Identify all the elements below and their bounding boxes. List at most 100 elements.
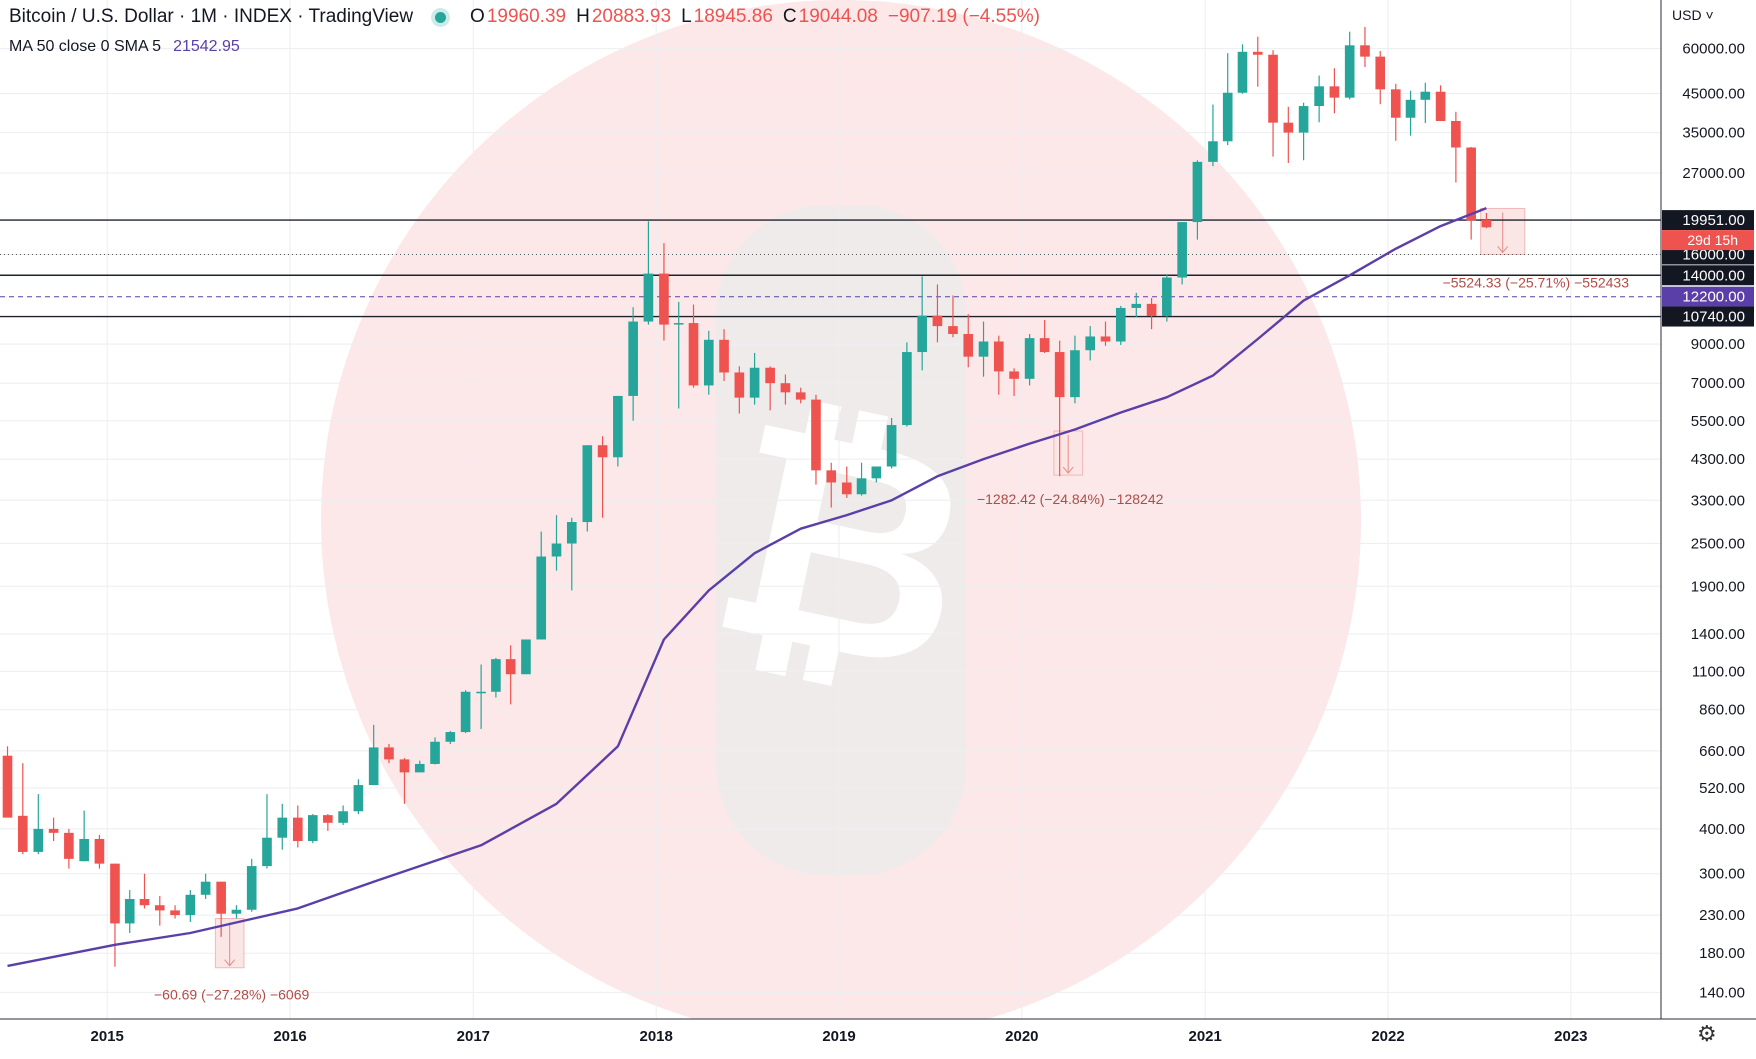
candle[interactable] [384, 743, 394, 764]
candle[interactable] [368, 724, 379, 786]
candle[interactable] [308, 814, 318, 844]
candle[interactable] [643, 221, 654, 325]
candle[interactable] [536, 531, 547, 640]
candle[interactable] [765, 366, 775, 411]
candle[interactable] [1298, 102, 1309, 161]
candle[interactable] [902, 342, 912, 427]
candle[interactable] [476, 664, 486, 729]
candle[interactable] [353, 779, 364, 815]
candle[interactable] [993, 335, 1004, 395]
candle[interactable] [505, 645, 516, 705]
price-level-badge[interactable] [1662, 306, 1754, 327]
candle[interactable] [1390, 83, 1401, 141]
candle[interactable] [1451, 111, 1461, 183]
candle[interactable] [1162, 274, 1172, 322]
candle[interactable] [1268, 50, 1278, 157]
candle[interactable] [1131, 292, 1142, 318]
candle[interactable] [33, 794, 44, 855]
candle[interactable] [110, 863, 120, 967]
price-level-badge[interactable] [1662, 265, 1754, 286]
candle[interactable] [2, 746, 13, 818]
candle[interactable] [399, 758, 410, 804]
symbol-title[interactable]: Bitcoin / U.S. Dollar · 1M · INDEX · Tra… [9, 6, 414, 27]
price-level-badge[interactable] [1662, 286, 1754, 307]
candle[interactable] [1054, 340, 1065, 477]
candle[interactable] [338, 805, 348, 826]
candle[interactable] [1283, 106, 1294, 163]
ma-line[interactable] [7, 206, 1487, 968]
candle[interactable] [48, 817, 59, 842]
candle[interactable] [430, 737, 440, 765]
candle[interactable] [1146, 297, 1157, 330]
candle[interactable] [139, 873, 150, 909]
candle[interactable] [1375, 50, 1386, 105]
candle[interactable] [292, 805, 303, 848]
candle[interactable] [886, 417, 897, 469]
candle[interactable] [719, 329, 729, 381]
candle[interactable] [521, 639, 531, 675]
candle[interactable] [185, 890, 196, 922]
candle[interactable] [1481, 212, 1492, 229]
candle[interactable] [856, 462, 867, 496]
currency-selector[interactable]: USD ˅ [1672, 7, 1714, 23]
candle[interactable] [1208, 104, 1218, 167]
candle[interactable] [94, 834, 105, 869]
candle[interactable] [659, 243, 669, 341]
candle[interactable] [1070, 335, 1080, 404]
candle[interactable] [170, 905, 180, 919]
candle[interactable] [64, 828, 74, 869]
candle[interactable] [1222, 53, 1233, 146]
candle[interactable] [246, 858, 257, 912]
candle[interactable] [1009, 368, 1019, 396]
candle[interactable] [780, 374, 791, 405]
candle[interactable] [628, 307, 638, 421]
candle[interactable] [734, 366, 745, 414]
candle[interactable] [262, 794, 272, 869]
candle[interactable] [1177, 222, 1187, 285]
price-level-badge[interactable] [1662, 210, 1754, 231]
candle[interactable] [749, 352, 760, 405]
candle[interactable] [703, 330, 714, 395]
gear-icon[interactable]: ⚙ [1697, 1021, 1717, 1046]
candle[interactable] [811, 394, 821, 485]
candle[interactable] [277, 803, 288, 850]
candle[interactable] [871, 466, 882, 483]
candle[interactable] [1237, 44, 1248, 94]
candle[interactable] [566, 517, 577, 591]
candle[interactable] [1435, 85, 1446, 122]
candle[interactable] [79, 810, 89, 862]
candle[interactable] [1360, 26, 1370, 68]
candle[interactable] [795, 387, 806, 404]
candle[interactable] [1100, 321, 1111, 346]
candle[interactable] [124, 890, 135, 933]
candle[interactable] [1329, 68, 1340, 114]
ma-indicator-label[interactable]: MA 50 close 0 SMA 5 [9, 38, 162, 55]
candle[interactable] [1344, 31, 1355, 100]
candle[interactable] [963, 314, 974, 368]
candle[interactable] [216, 881, 226, 937]
candle[interactable] [551, 515, 562, 571]
candle[interactable] [445, 731, 456, 744]
candle[interactable] [491, 657, 501, 698]
candle[interactable] [948, 295, 958, 338]
candle[interactable] [460, 690, 471, 734]
candle[interactable] [414, 760, 425, 773]
candle[interactable] [917, 276, 927, 371]
candle[interactable] [613, 395, 623, 467]
symbol-legend[interactable]: Bitcoin / U.S. Dollar · 1M · INDEX · Tra… [9, 6, 1040, 28]
candle[interactable] [826, 462, 837, 508]
candle[interactable] [154, 895, 165, 926]
candle[interactable] [17, 763, 28, 855]
candle[interactable] [932, 284, 943, 343]
candle[interactable] [978, 321, 989, 377]
candle[interactable] [200, 873, 211, 900]
candle[interactable] [1314, 75, 1324, 123]
candle[interactable] [323, 814, 333, 831]
candle[interactable] [841, 466, 852, 498]
candle[interactable] [1085, 326, 1096, 361]
candle[interactable] [1405, 90, 1416, 136]
candle[interactable] [1115, 305, 1126, 345]
candle[interactable] [1192, 160, 1203, 240]
